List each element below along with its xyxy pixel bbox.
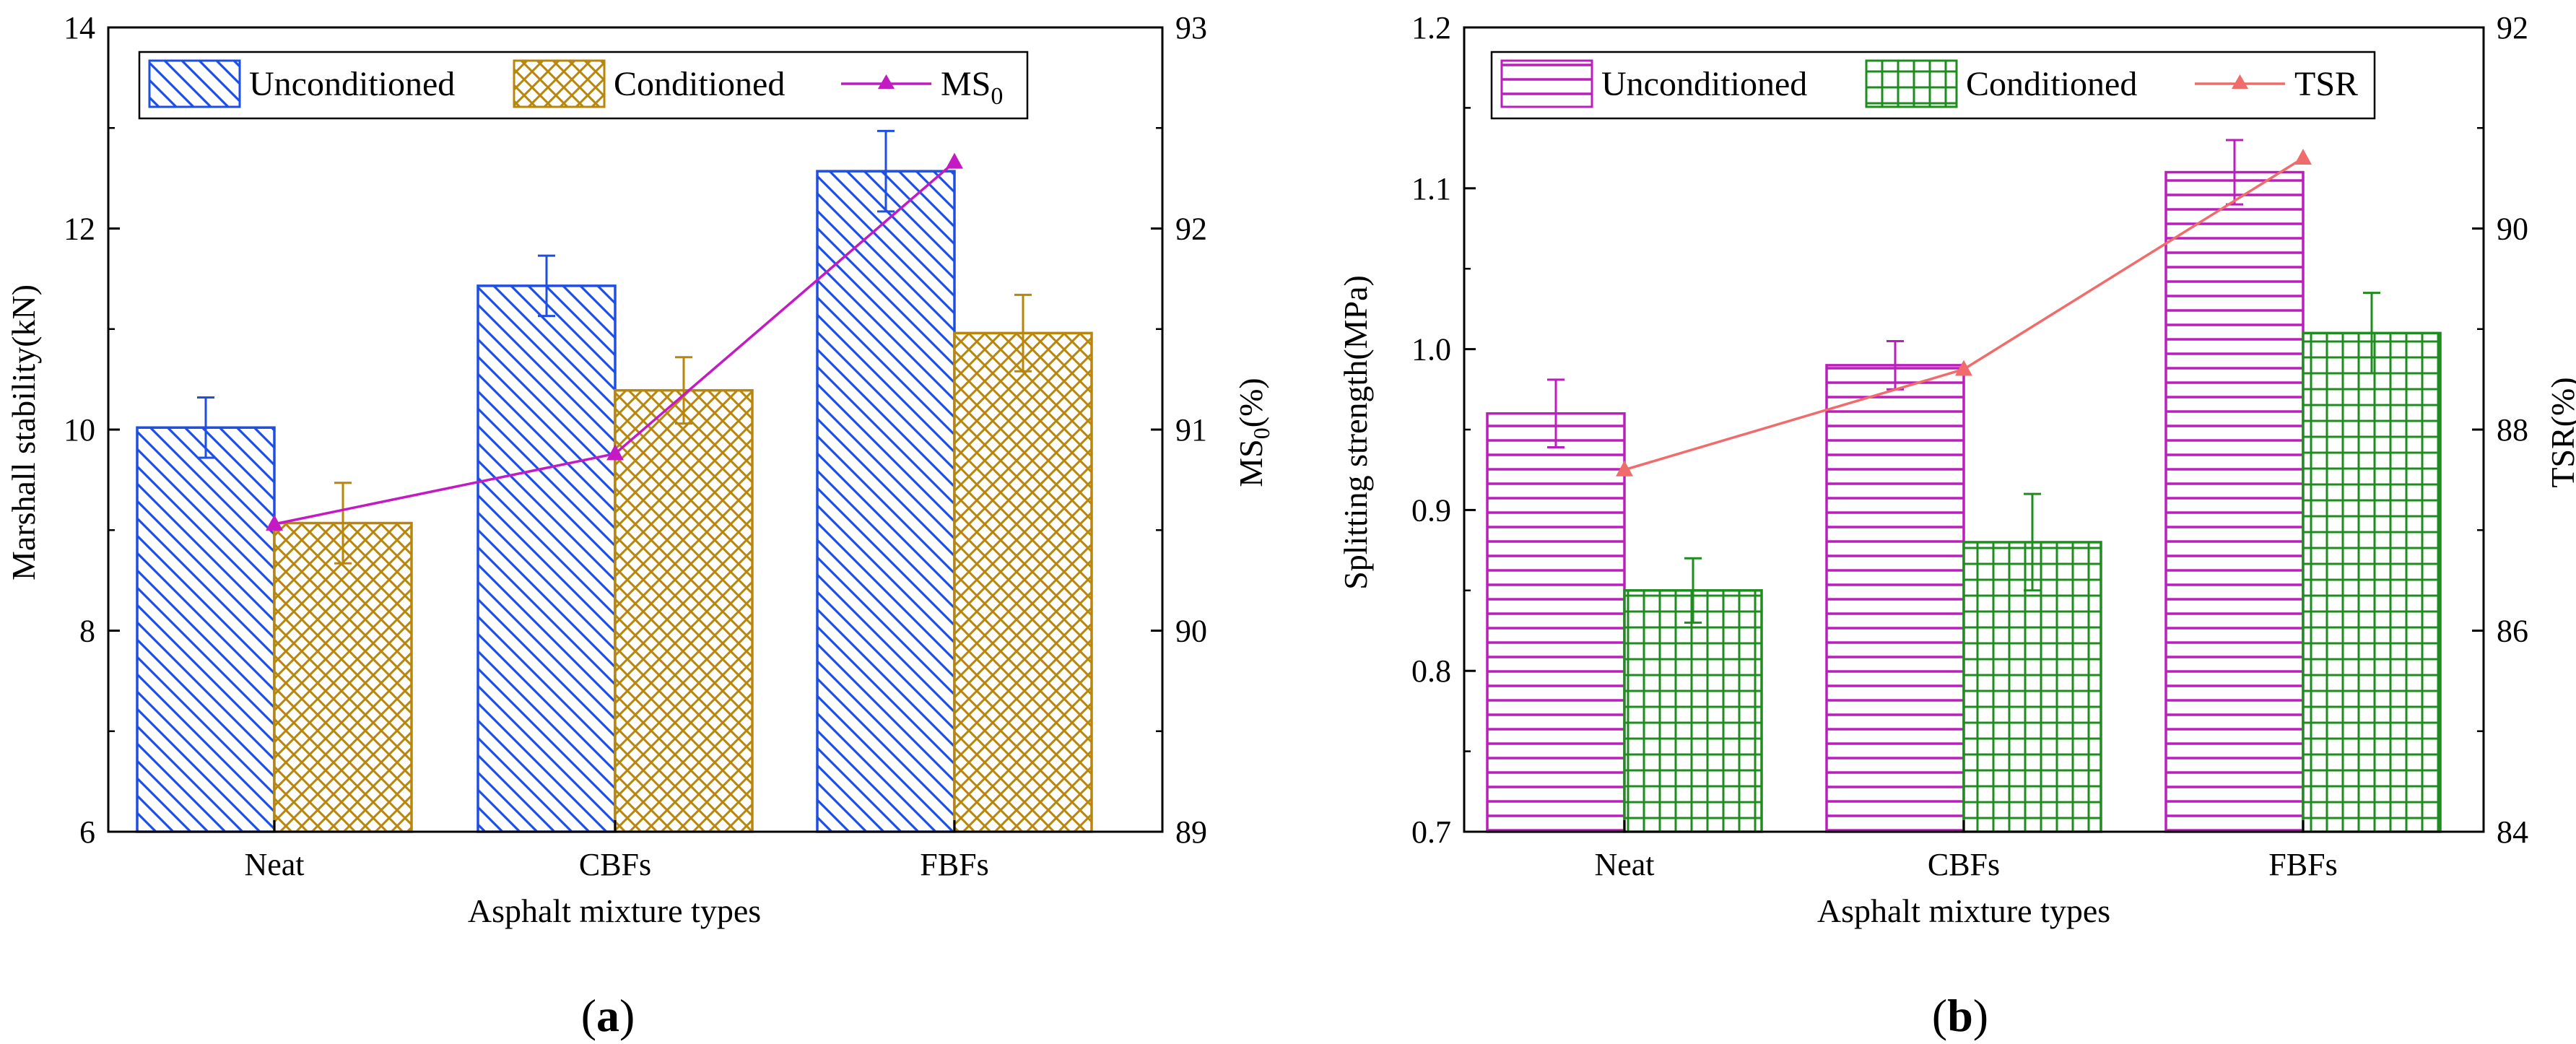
- bar-unconditioned-fbfs: [2164, 170, 2305, 833]
- y2-tick-label: 88: [2497, 412, 2528, 448]
- bar-unconditioned-neat: [136, 426, 276, 833]
- legend-label-unconditioned: Unconditioned: [249, 65, 455, 103]
- y2-axis-label-unit: (%): [2544, 377, 2576, 427]
- y2-tick-label: 90: [1175, 614, 1207, 649]
- bar-unconditioned-neat: [1486, 412, 1626, 833]
- x-tick-label: FBFs: [920, 847, 988, 882]
- y-tick-label: 1.1: [1411, 171, 1451, 206]
- y-tick-label: 0.8: [1411, 653, 1451, 689]
- line-series-group: [266, 152, 963, 531]
- y-tick-label: 0.9: [1411, 492, 1451, 528]
- bar-series-group: [136, 170, 1093, 833]
- bar-conditioned-fbfs: [953, 331, 1093, 833]
- legend-label-line-main: MS: [941, 65, 991, 103]
- line-point-neat: [1616, 460, 1633, 477]
- y-tick-label: 6: [79, 814, 95, 850]
- bar-conditioned-fbfs: [2302, 331, 2442, 833]
- chart-a: 6 8 10 12 14 89 90 91 92 93 Neat CBFs FBFs Asphalt m…: [5, 10, 1274, 1041]
- y2-axis-label-main: TSR: [2544, 427, 2576, 488]
- y2-tick-label: 89: [1175, 814, 1207, 850]
- x-tick-label: CBFs: [579, 847, 651, 882]
- legend-swatch-unconditioned: [1500, 59, 1593, 108]
- bar-unconditioned-cbfs: [477, 284, 617, 833]
- line-point-neat: [266, 514, 283, 531]
- legend-swatch-conditioned: [513, 59, 606, 108]
- bar-unconditioned-cbfs: [1825, 364, 1965, 833]
- y-tick-label: 0.7: [1411, 814, 1451, 850]
- panel-label: (a): [581, 990, 635, 1041]
- x-axis-label: Asphalt mixture types: [1817, 892, 2110, 929]
- line-point-cbfs: [606, 444, 624, 461]
- error-bar-group: [197, 129, 1032, 565]
- legend-line-marker: [878, 74, 895, 89]
- bar-conditioned-cbfs: [614, 388, 754, 833]
- legend-line-marker: [2232, 74, 2248, 89]
- legend-swatch-unconditioned: [148, 59, 241, 108]
- panel-label-letter: b: [1947, 990, 1973, 1041]
- legend-label-line: MS0: [941, 65, 1003, 110]
- panel-label: (b): [1932, 990, 1988, 1041]
- y2-tick-label: 91: [1175, 412, 1207, 448]
- y2-axis-label: TSR(%): [2544, 377, 2576, 487]
- bar-conditioned-neat: [1623, 589, 1763, 833]
- y-tick-label: 12: [64, 212, 95, 247]
- legend-label-unconditioned: Unconditioned: [1601, 65, 1807, 103]
- chart-b: 0.7 0.8 0.9 1.0 1.1 1.2 84 86 88 90 92 Neat CBFs FBFs…: [1337, 10, 2576, 1041]
- y2-tick-label: 86: [2497, 614, 2528, 649]
- error-bar-group: [1547, 139, 2380, 624]
- line-series-group: [1616, 149, 2312, 477]
- y-tick-label: 14: [64, 10, 95, 45]
- y2-tick-label: 92: [2497, 10, 2528, 45]
- legend-label-line: TSR: [2294, 65, 2358, 103]
- bar-conditioned-neat: [273, 521, 413, 833]
- y2-tick-label: 84: [2497, 814, 2528, 850]
- y2-tick-label: 92: [1175, 212, 1207, 247]
- x-tick-label: CBFs: [1928, 847, 2000, 882]
- y2-axis-label: MS0(%): [1232, 378, 1274, 487]
- y-axis-label: Splitting strength(MPa): [1337, 275, 1374, 590]
- x-tick-label: Neat: [1594, 847, 1654, 882]
- bar-unconditioned-fbfs: [816, 170, 956, 833]
- legend-swatch-conditioned: [1865, 59, 1958, 108]
- axes-group: 0.7 0.8 0.9 1.0 1.1 1.2 84 86 88 90 92 Neat CBFs FBFs: [1411, 10, 2528, 882]
- legend: Unconditioned Conditioned MS0: [138, 51, 1029, 120]
- axes-group: 6 8 10 12 14 89 90 91 92 93 Neat CBFs FBFs: [64, 10, 1207, 882]
- y2-tick-label: 90: [2497, 212, 2528, 247]
- line-point-cbfs: [1955, 360, 1972, 376]
- line-point-fbfs: [2294, 149, 2312, 165]
- y-tick-label: 1.0: [1411, 332, 1451, 367]
- bar-series-group: [1486, 170, 2442, 833]
- y2-axis-label-main: MS: [1232, 439, 1269, 487]
- x-axis-label: Asphalt mixture types: [468, 892, 761, 929]
- y-tick-label: 10: [64, 412, 95, 448]
- y-axis-label: Marshall stability(kN): [5, 284, 42, 580]
- legend-label-conditioned: Conditioned: [1966, 65, 2137, 103]
- y-tick-label: 1.2: [1411, 10, 1451, 45]
- panel-label-letter: a: [596, 990, 619, 1041]
- x-tick-label: Neat: [244, 847, 304, 882]
- y2-axis-label-subscript: 0: [1248, 427, 1274, 439]
- x-tick-label: FBFs: [2268, 847, 2337, 882]
- y-tick-label: 8: [79, 614, 95, 649]
- y2-tick-label: 93: [1175, 10, 1207, 45]
- legend: Unconditioned Conditioned TSR: [1490, 51, 2376, 120]
- line-point-fbfs: [946, 152, 963, 169]
- y2-axis-label-unit: (%): [1232, 378, 1269, 427]
- legend-label-line-subscript: 0: [991, 83, 1003, 110]
- legend-label-conditioned: Conditioned: [614, 65, 785, 103]
